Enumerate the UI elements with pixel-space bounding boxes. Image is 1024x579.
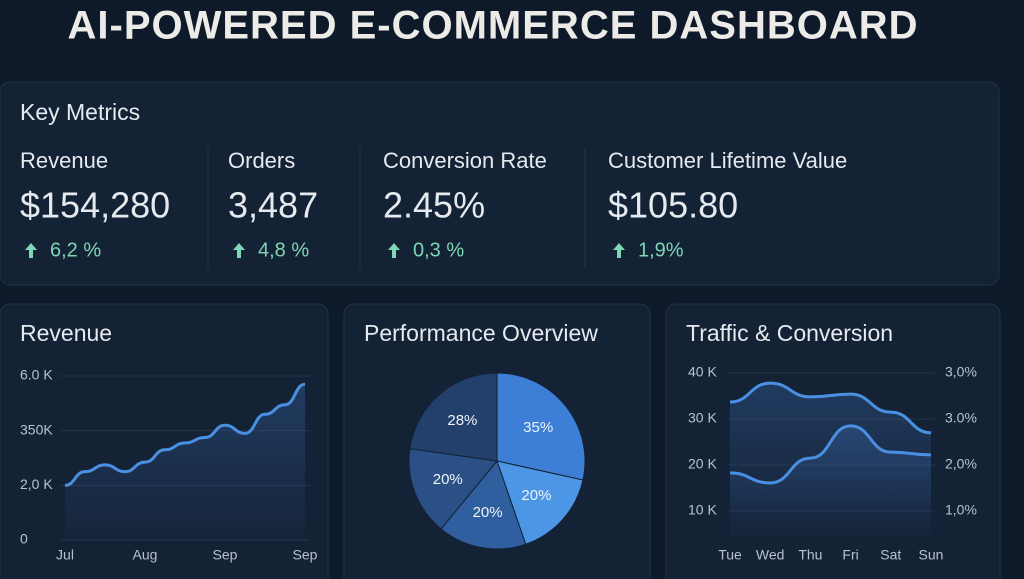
x-tick-label: Aug (133, 547, 158, 563)
metrics-title: Key Metrics (20, 99, 140, 125)
up-arrow (388, 243, 400, 258)
series-area (730, 425, 931, 536)
pie-slice (408, 448, 498, 530)
metric-change: 0,3 % (413, 239, 464, 261)
slice-label: 20% (433, 471, 463, 488)
y-tick-label: 20 K (688, 456, 717, 472)
x-tick-label: Jul (56, 547, 74, 563)
series-line (64, 382, 306, 487)
up-arrow (233, 243, 245, 258)
metric-change: 1,9% (638, 239, 684, 261)
metric-label: Conversion Rate (383, 148, 547, 173)
metric-label: Revenue (20, 148, 108, 173)
pie-slice (409, 372, 498, 462)
x-tick-label: Sep (213, 547, 238, 563)
y-tick-label: 6.0 K (20, 367, 53, 383)
metric-label: Customer Lifetime Value (608, 148, 847, 173)
x-tick-label: Tue (718, 547, 742, 563)
y2-tick-label: 3,0% (945, 364, 977, 380)
pie-slice (496, 460, 584, 545)
dashboard-title: AI-POWERED E-COMMERCE DASHBOARD (68, 4, 919, 48)
chart-title: Revenue (20, 320, 112, 346)
x-tick-label: Wed (756, 547, 785, 563)
y2-tick-label: 1,0% (945, 502, 977, 518)
series-line (729, 424, 932, 485)
metric-value: 2.45% (383, 185, 485, 226)
y-tick-label: 30 K (688, 410, 717, 426)
x-tick-label: Sep (293, 547, 318, 563)
series-area (65, 384, 305, 540)
chart-title: Traffic & Conversion (686, 320, 893, 346)
up-arrow (613, 243, 625, 258)
x-tick-label: Fri (842, 547, 858, 563)
metric-value: $105.80 (608, 185, 738, 226)
y-tick-label: 0 (20, 531, 28, 547)
x-tick-label: Sat (880, 547, 901, 563)
metric-label: Orders (228, 148, 295, 173)
y-tick-label: 10 K (688, 502, 717, 518)
x-tick-label: Thu (798, 547, 822, 563)
chart-title: Performance Overview (364, 320, 598, 346)
metric-value: $154,280 (20, 185, 170, 226)
slice-label: 35% (523, 419, 553, 436)
y2-tick-label: 2,0% (945, 456, 977, 472)
metrics-panel (0, 81, 1000, 286)
series-line (729, 381, 932, 435)
up-arrow (25, 243, 37, 258)
y-tick-label: 350K (20, 421, 53, 437)
slice-label: 28% (447, 412, 477, 429)
y-tick-label: 40 K (688, 364, 717, 380)
metric-change: 4,8 % (258, 239, 309, 261)
slice-label: 20% (473, 504, 503, 521)
y2-tick-label: 3.0% (945, 410, 977, 426)
pie-slice (440, 459, 527, 550)
pie-slice (496, 372, 586, 481)
metric-value: 3,487 (228, 185, 318, 226)
x-tick-label: Sun (919, 547, 944, 563)
y-tick-label: 2,0 K (20, 476, 53, 492)
slice-label: 20% (521, 487, 551, 504)
metric-change: 6,2 % (50, 239, 101, 261)
